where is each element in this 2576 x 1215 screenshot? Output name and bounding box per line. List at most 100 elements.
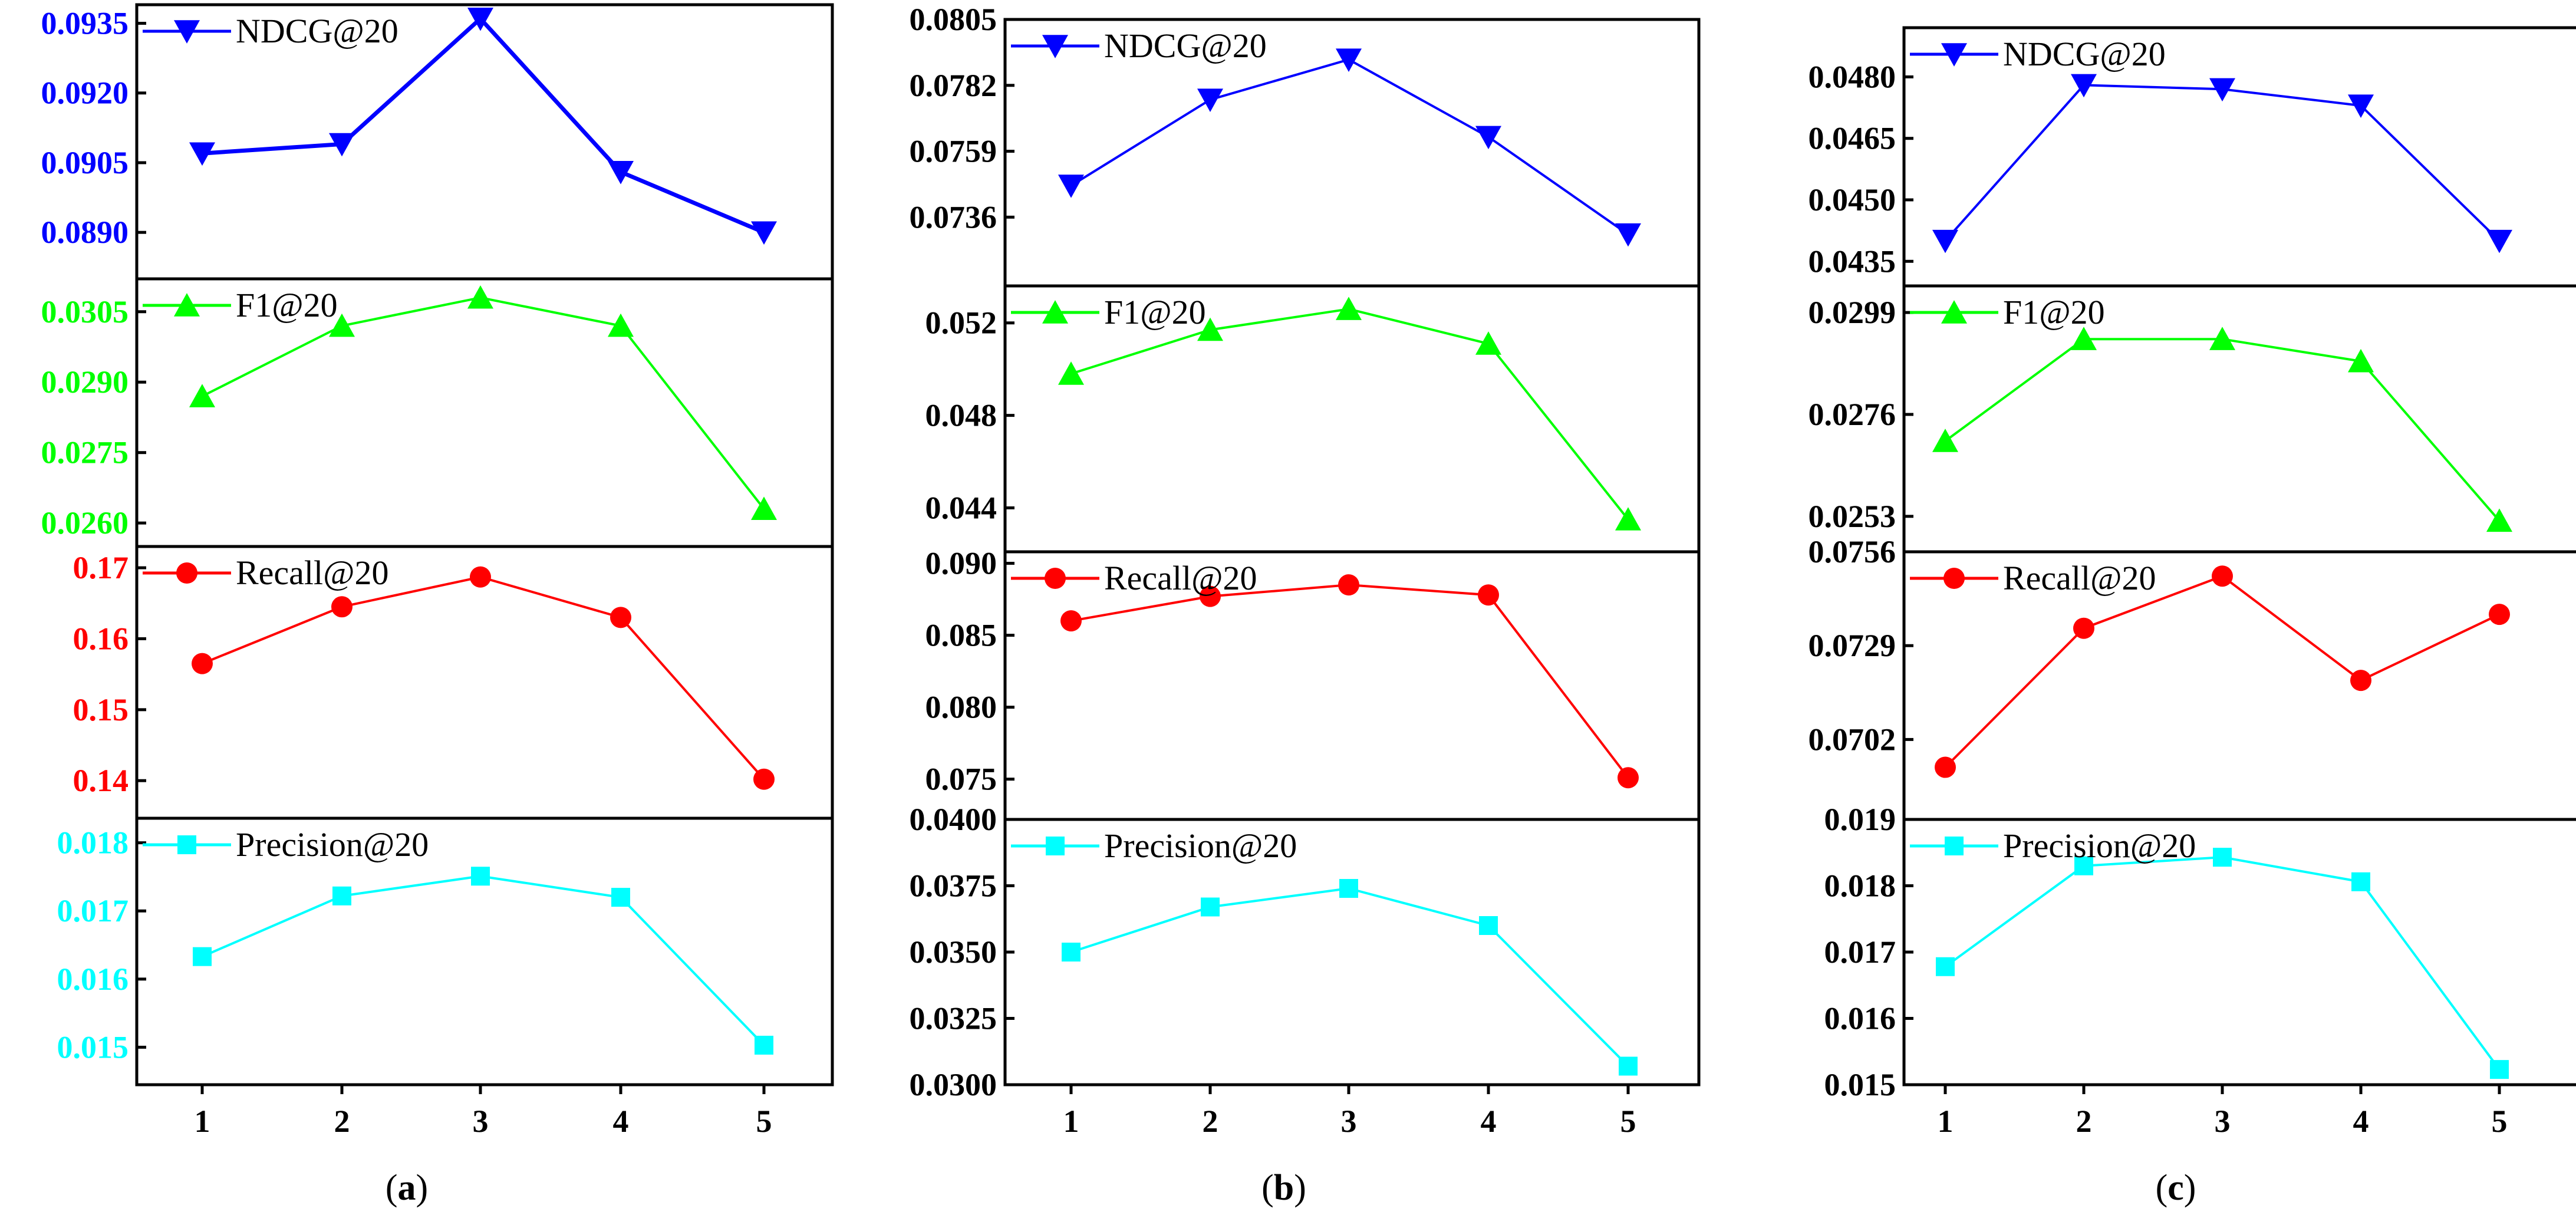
y-tick-label: 0.0465	[1809, 121, 1896, 156]
series-line	[202, 575, 765, 781]
data-point	[1060, 610, 1082, 632]
data-point	[470, 566, 491, 588]
legend-label: Precision@20	[236, 825, 429, 864]
series-line	[1944, 84, 2501, 242]
data-point	[751, 496, 777, 520]
data-point	[2351, 872, 2370, 891]
subfigure-b: 0.07360.07590.07820.0805NDCG@200.0440.04…	[910, 2, 1701, 1208]
data-point	[332, 886, 351, 906]
data-point	[608, 161, 634, 185]
data-point	[608, 313, 634, 337]
y-tick-label: 0.0290	[41, 364, 129, 400]
data-point	[2073, 617, 2094, 639]
y-tick-label: 0.018	[57, 825, 129, 861]
legend-label: NDCG@20	[236, 12, 398, 50]
panel-ndcg-at-20: 0.0736 0.0759 0.0782 0.0805 NDCG@20	[910, 2, 1641, 247]
data-point	[1201, 897, 1220, 917]
y-tick-label: 0.015	[57, 1029, 129, 1065]
panel-recall-at-20: 0.0702 0.0729 0.0756 Recall@20	[1809, 534, 2576, 778]
x-tick-label: 3	[473, 1104, 489, 1139]
data-point	[2348, 94, 2374, 118]
data-point	[1062, 943, 1081, 962]
data-point	[1936, 957, 1955, 976]
subfigure-c: 0.04350.04500.04650.0480NDCG@200.02530.0…	[1809, 26, 2576, 1208]
x-tick-label: 1	[1938, 1104, 1954, 1139]
y-tick-label: 0.0253	[1809, 499, 1896, 534]
series-line	[1070, 887, 1629, 1067]
x-tick-label: 4	[2353, 1104, 2369, 1139]
data-point	[193, 947, 212, 966]
legend-marker	[174, 293, 200, 317]
x-tick-label: 2	[1203, 1104, 1218, 1139]
legend-label: Precision@20	[2003, 827, 2196, 865]
data-point	[329, 313, 355, 337]
data-point	[1932, 429, 1958, 452]
series-line	[1944, 575, 2500, 768]
data-point	[467, 7, 493, 31]
y-tick-label: 0.018	[1824, 868, 1896, 904]
y-tick-label: 0.0480	[1809, 59, 1896, 94]
y-tick-label: 0.0905	[41, 145, 129, 180]
y-tick-label: 0.0260	[41, 505, 129, 541]
x-tick-label: 5	[1620, 1104, 1636, 1139]
data-point	[2071, 74, 2097, 98]
series-line	[1070, 308, 1629, 521]
data-point	[1336, 48, 1362, 72]
y-tick-label: 0.017	[57, 893, 129, 928]
y-tick-label: 0.019	[1824, 802, 1896, 837]
data-point	[2350, 670, 2371, 692]
y-tick-label: 0.075	[925, 762, 997, 797]
legend-marker	[1941, 300, 1967, 324]
legend-label: NDCG@20	[2003, 35, 2166, 73]
x-tick-label: 1	[1063, 1104, 1079, 1139]
legend-marker	[174, 20, 200, 44]
y-tick-label: 0.017	[1824, 934, 1896, 970]
data-point	[2213, 848, 2232, 867]
y-tick-label: 0.0400	[910, 802, 997, 837]
y-tick-label: 0.016	[1824, 1001, 1896, 1036]
panel-precision-at-20: 0.015 0.016 0.017 0.018 0.019 Precision@20	[1824, 802, 2576, 1102]
data-point	[611, 888, 630, 907]
data-point	[2212, 565, 2233, 587]
y-tick-label: 0.0325	[910, 1001, 997, 1036]
data-point	[610, 607, 631, 628]
data-point	[1618, 767, 1639, 789]
y-tick-label: 0.0920	[41, 75, 129, 111]
legend-label: Recall@20	[2003, 559, 2156, 597]
data-point	[1478, 584, 1499, 606]
legend-marker	[1042, 35, 1068, 58]
x-tick-label: 1	[195, 1104, 210, 1139]
y-tick-label: 0.0275	[41, 435, 129, 470]
legend-marker	[177, 835, 196, 854]
data-point	[329, 133, 355, 157]
subfigure-frame	[135, 3, 834, 1086]
legend-label: Recall@20	[1104, 559, 1257, 597]
legend-marker	[1042, 300, 1068, 324]
data-point	[1339, 879, 1358, 898]
y-tick-label: 0.14	[73, 763, 129, 798]
legend-marker	[1943, 568, 1965, 589]
x-tick-label: 3	[1341, 1104, 1357, 1139]
data-point	[1336, 297, 1362, 320]
panel-f1-at-20: 0.0253 0.0276 0.0299 F1@20	[1809, 284, 2576, 534]
data-point	[189, 384, 215, 407]
legend-label: F1@20	[1104, 293, 1206, 331]
data-point	[1475, 126, 1501, 150]
series-line	[202, 296, 765, 510]
data-point	[1935, 756, 1956, 778]
y-tick-label: 0.0350	[910, 934, 997, 970]
y-tick-label: 0.0890	[41, 215, 129, 250]
series-line	[1070, 584, 1629, 779]
y-tick-label: 0.0276	[1809, 397, 1896, 432]
y-tick-label: 0.0736	[910, 199, 997, 235]
data-point	[2486, 229, 2512, 253]
data-point	[1058, 174, 1084, 198]
series-line	[1944, 338, 2501, 522]
x-tick-label: 5	[756, 1104, 772, 1139]
data-point	[1615, 223, 1641, 247]
y-tick-label: 0.17	[73, 550, 129, 585]
series-line	[1070, 58, 1629, 236]
data-point	[1058, 361, 1084, 385]
